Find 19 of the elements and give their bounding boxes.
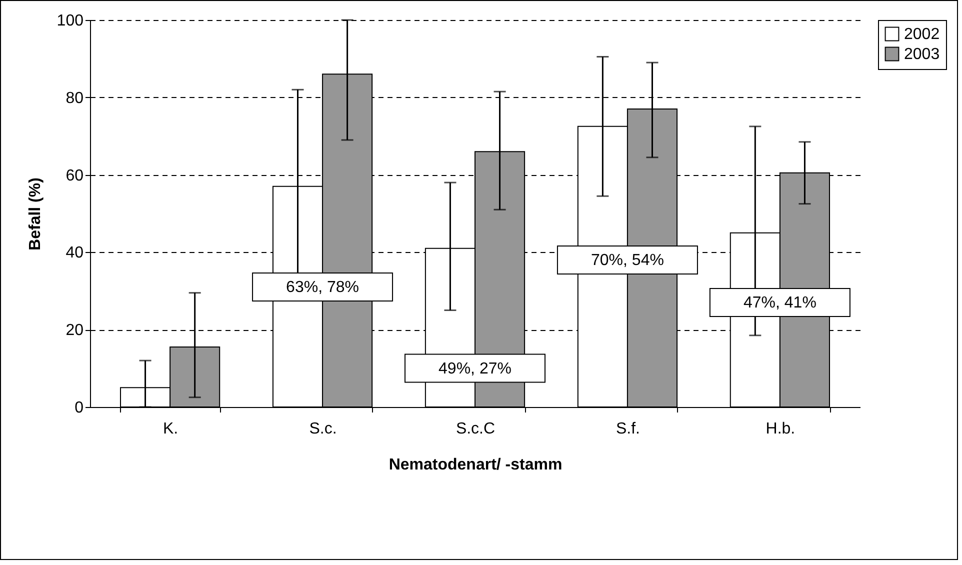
y-tick-label: 40: [66, 244, 84, 262]
x-tick-label: H.b.: [766, 420, 796, 438]
x-tick-label: S.f.: [616, 420, 640, 438]
legend-label: 2003: [904, 46, 940, 63]
legend-label: 2002: [904, 26, 940, 43]
x-axis-title: Nematodenart/ -stamm: [388, 456, 562, 474]
y-axis-title: Befall (%): [26, 178, 44, 250]
annotation: 47%, 41%: [743, 294, 816, 312]
annotation: 63%, 78%: [286, 279, 359, 296]
y-tick-label: 80: [66, 90, 84, 107]
annotation: 49%, 27%: [438, 360, 512, 378]
x-tick-label: K.: [162, 420, 178, 438]
annotation: 70%, 54%: [591, 252, 664, 269]
y-tick-label: 0: [74, 400, 84, 416]
y-tick-label: 100: [56, 12, 84, 30]
x-tick-label: S.c.: [309, 420, 337, 438]
y-tick-label: 60: [66, 167, 84, 184]
y-tick-label: 20: [66, 322, 84, 340]
x-tick-label: S.c.C: [456, 420, 496, 438]
